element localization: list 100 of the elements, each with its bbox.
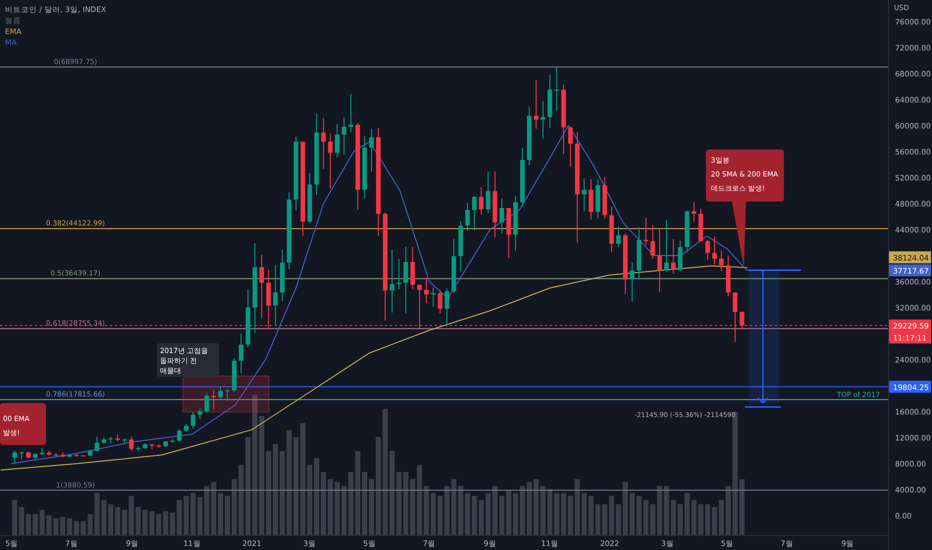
candlestick (657, 228, 662, 292)
candlestick (390, 249, 394, 314)
bar (540, 486, 546, 535)
bar (712, 507, 718, 535)
candlestick (500, 198, 504, 234)
bar (416, 465, 422, 535)
bar (554, 493, 560, 535)
candlestick (259, 254, 264, 318)
bar (136, 507, 141, 535)
bar (211, 482, 216, 535)
bar (368, 479, 374, 535)
candlestick (204, 392, 210, 414)
candlestick (94, 436, 100, 452)
candlestick (678, 240, 683, 272)
bar (94, 493, 100, 535)
candlestick (238, 332, 244, 374)
candlestick (438, 290, 442, 314)
bar (18, 507, 24, 535)
bar (128, 496, 134, 535)
bar (163, 511, 168, 535)
bar (389, 451, 395, 535)
bar (176, 500, 182, 535)
bar (108, 504, 114, 535)
bar (684, 493, 690, 535)
bar (238, 465, 244, 535)
candlestick (177, 428, 182, 442)
bar (630, 493, 635, 535)
bar (362, 472, 368, 535)
bar (40, 510, 45, 535)
bar (60, 516, 66, 535)
bar (678, 504, 683, 535)
bar (355, 451, 360, 535)
bar (560, 493, 566, 535)
bar (410, 479, 416, 535)
bar (245, 437, 251, 535)
bar (588, 496, 594, 535)
bar (458, 486, 464, 535)
candlestick (486, 171, 490, 214)
bar (314, 458, 320, 535)
bar (26, 514, 32, 535)
bar (670, 500, 676, 535)
candlestick (403, 246, 408, 314)
bar (190, 493, 196, 535)
bar (122, 510, 128, 535)
bar (382, 409, 388, 535)
bar (718, 500, 724, 535)
candlestick (554, 66, 560, 112)
bar (286, 430, 292, 535)
bar (197, 497, 203, 535)
bar (46, 515, 52, 535)
bar (609, 496, 614, 535)
bar (272, 444, 278, 535)
bar (88, 514, 93, 535)
bar (115, 507, 120, 535)
bar (574, 479, 580, 535)
bar (506, 490, 512, 535)
candlestick (190, 411, 196, 430)
bar (698, 504, 704, 535)
bar (266, 451, 272, 535)
candlestick (12, 450, 17, 464)
candlestick (582, 178, 586, 212)
candlestick (534, 79, 538, 130)
bar (492, 486, 498, 535)
candlestick (198, 408, 202, 420)
bar (320, 472, 326, 535)
bar (534, 479, 539, 535)
bar (66, 518, 72, 535)
bar (184, 496, 189, 535)
candlestick (705, 239, 710, 261)
candlestick (650, 224, 656, 260)
bar (595, 504, 600, 535)
candlestick (218, 386, 223, 399)
bar (341, 486, 347, 535)
candlestick (225, 388, 230, 402)
candlestick (410, 246, 415, 290)
bar (232, 479, 237, 535)
candlestick (444, 288, 450, 326)
candlestick (616, 226, 621, 248)
bar (512, 493, 518, 535)
candlestick (568, 126, 573, 167)
bar (622, 482, 628, 535)
bar (424, 486, 429, 535)
bar (726, 486, 731, 535)
candlestick (129, 436, 134, 452)
candlestick (671, 238, 676, 274)
bar (293, 437, 299, 535)
bar (280, 451, 285, 535)
bar (643, 500, 649, 535)
bar (664, 486, 670, 535)
bar (486, 493, 491, 535)
bar (32, 514, 38, 535)
bar (499, 496, 504, 535)
candlestick (478, 186, 484, 216)
bar (74, 521, 80, 535)
bar (53, 518, 58, 535)
bar (520, 486, 526, 535)
bar (472, 496, 477, 535)
bar (568, 496, 574, 535)
bar (12, 500, 18, 535)
bar (376, 437, 381, 535)
